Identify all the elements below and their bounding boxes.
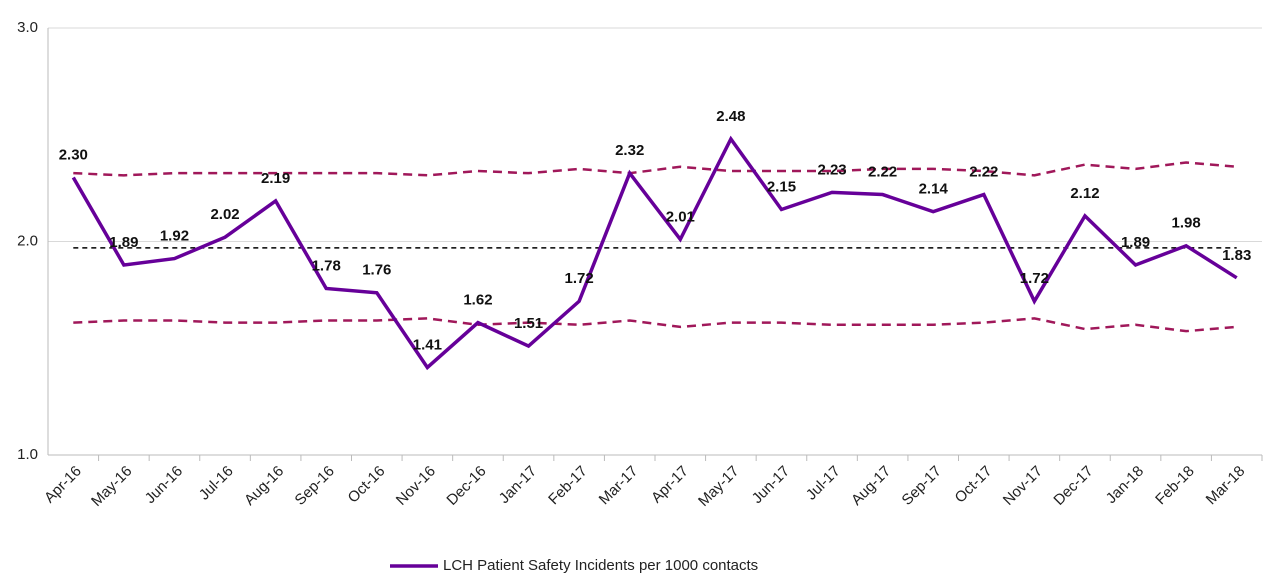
series-line [71,135,1238,371]
x-tick-label: Jan-18 [1103,463,1147,507]
x-tick-label: Jan-17 [496,463,540,507]
x-tick-label: Jul-16 [196,463,237,504]
legend-label: LCH Patient Safety Incidents per 1000 co… [443,557,758,574]
data-label: 1.89 [109,234,138,251]
data-label: 2.48 [716,108,745,125]
data-label: 1.72 [565,270,594,287]
x-tick-label: Aug-17 [848,463,894,509]
x-tick-label: Dec-16 [443,463,489,509]
data-label: 1.62 [463,292,492,309]
y-tick-label: 3.0 [17,19,38,36]
data-label: 2.12 [1070,185,1099,202]
data-label: 1.98 [1172,215,1201,232]
data-label: 1.92 [160,228,189,245]
data-label: 2.23 [817,161,846,178]
data-label: 2.30 [59,146,88,163]
x-tick-label: Jul-17 [803,463,844,504]
x-tick-label: Sep-17 [899,463,945,509]
data-label: 1.76 [362,262,391,279]
data-label: 1.83 [1222,247,1251,264]
x-tick-label: May-17 [695,463,742,510]
data-label: 2.22 [969,163,998,180]
data-label: 1.72 [1020,270,1049,287]
data-label: 2.01 [666,208,695,225]
data-label: 1.89 [1121,234,1150,251]
data-label: 1.78 [312,257,341,274]
series-line [73,317,1237,333]
data-label: 2.19 [261,170,290,187]
series-line [73,161,1237,177]
x-tick-label: Oct-16 [345,463,389,507]
x-tick-label: Nov-17 [1000,463,1046,509]
x-tick-label: Oct-17 [952,463,996,507]
data-label: 2.32 [615,142,644,159]
x-tick-label: Dec-17 [1050,463,1096,509]
data-label: 1.41 [413,336,442,353]
data-label: 2.02 [210,206,239,223]
data-label: 2.22 [868,163,897,180]
x-tick-label: Apr-17 [648,463,692,507]
x-tick-label: Jun-17 [749,463,793,507]
x-tick-label: Mar-18 [1203,463,1249,509]
data-label: 1.51 [514,315,543,332]
x-tick-label: Nov-16 [393,463,439,509]
data-label: 2.14 [919,181,949,198]
x-tick-label: Mar-17 [596,463,642,509]
y-tick-label: 1.0 [17,446,38,463]
x-tick-label: May-16 [88,463,135,510]
y-tick-label: 2.0 [17,232,38,249]
x-tick-label: Sep-16 [292,463,338,509]
x-tick-label: Jun-16 [142,463,186,507]
data-label: 2.15 [767,178,796,195]
x-tick-label: Apr-16 [41,463,85,507]
x-tick-label: Feb-18 [1152,463,1198,509]
x-tick-label: Feb-17 [545,463,591,509]
x-tick-label: Aug-16 [241,463,287,509]
